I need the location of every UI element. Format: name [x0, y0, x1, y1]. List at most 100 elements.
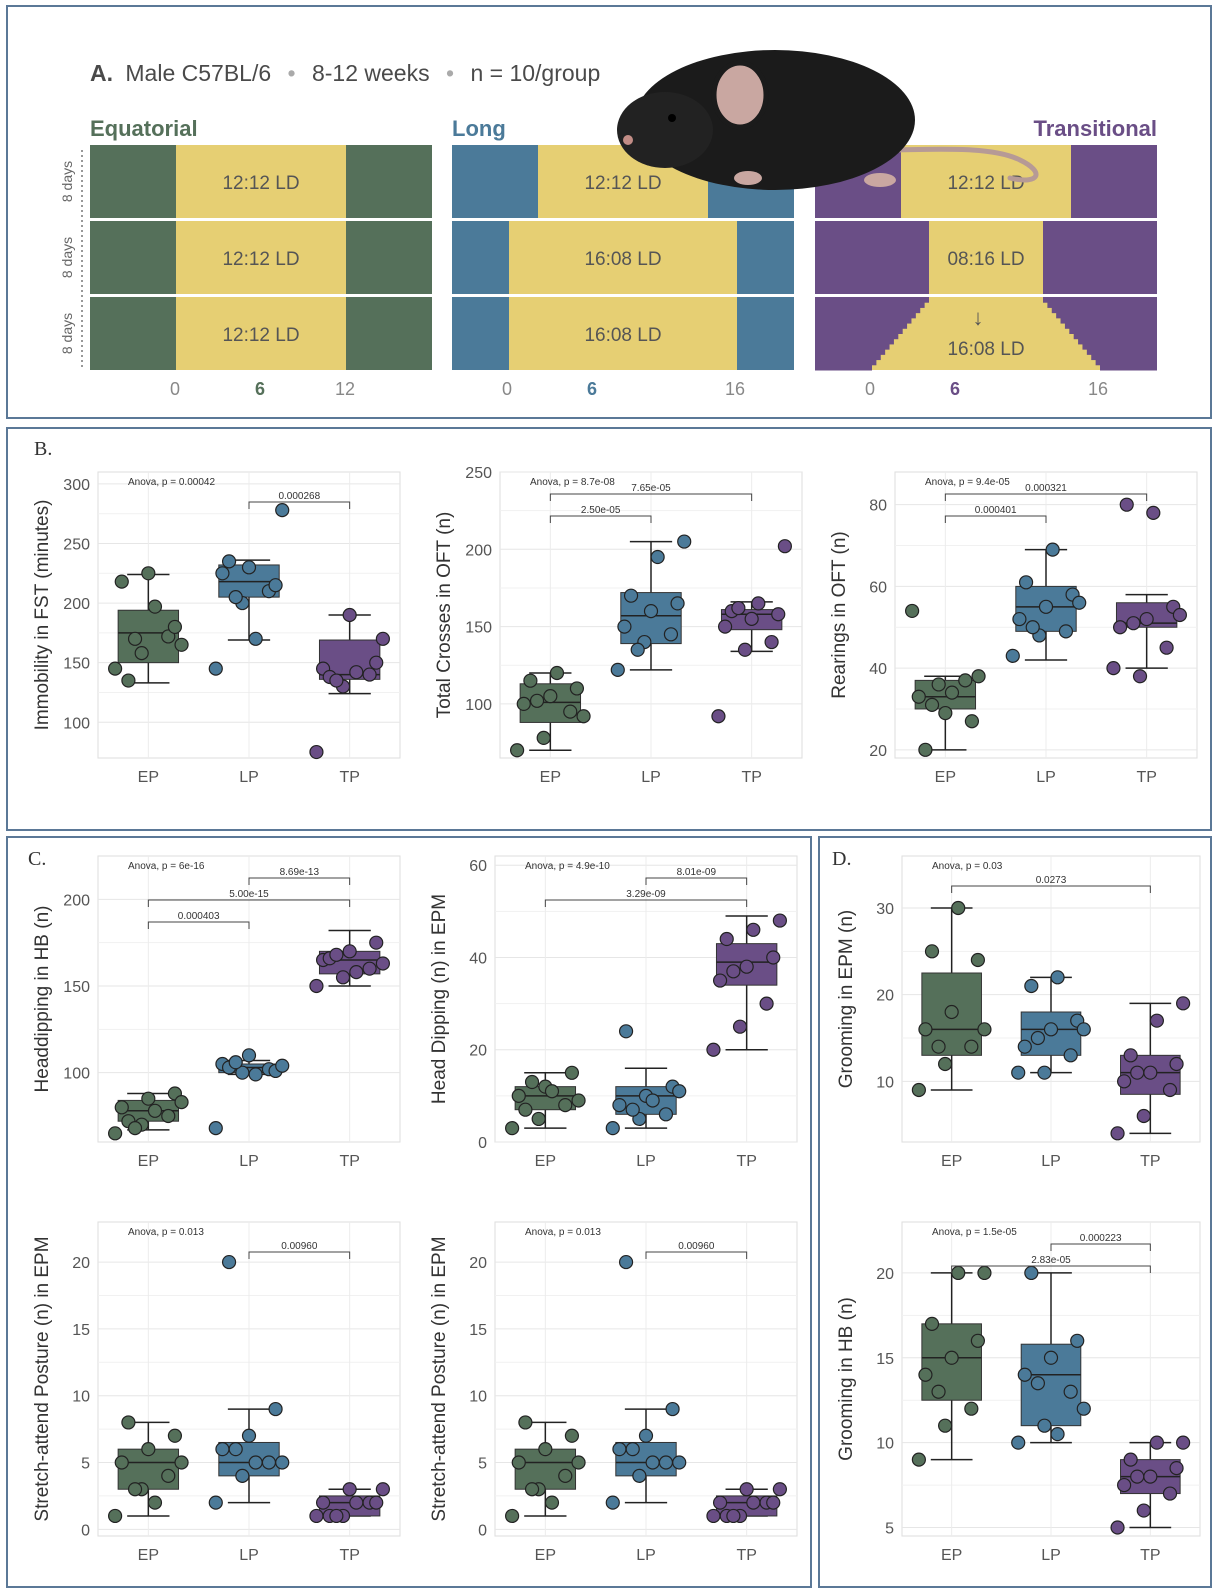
- data-point-EP: [938, 1418, 953, 1433]
- dark-step-right-8: [1078, 338, 1157, 345]
- data-point-TP: [369, 655, 384, 670]
- mouse-nose: [623, 135, 633, 145]
- data-point-LP: [1050, 1427, 1065, 1442]
- data-point-EP: [114, 1455, 129, 1470]
- y-tick-label: 40: [469, 950, 487, 967]
- significance-bracket-1: [645, 877, 748, 885]
- data-point-LP: [208, 1495, 223, 1510]
- data-point-EP: [516, 696, 531, 711]
- data-point-EP: [518, 1415, 533, 1430]
- subtitle-strain: Male C57BL/6: [125, 60, 272, 86]
- data-point-EP: [571, 1093, 586, 1108]
- p-value-label: 2.50e-05: [581, 505, 621, 516]
- dark-phase-right-EP-0: [346, 145, 432, 218]
- data-point-TP: [746, 922, 761, 937]
- ld-label-TP-2: 16:08 LD: [947, 339, 1024, 360]
- dark-step-left-5: [815, 323, 908, 329]
- data-point-TP: [737, 642, 753, 657]
- data-point-LP: [1024, 1265, 1039, 1281]
- row-label-1: 8 days: [59, 237, 75, 278]
- data-point-TP: [739, 959, 754, 974]
- significance-bracket-0: [248, 501, 351, 509]
- data-point-EP: [924, 1316, 940, 1331]
- chart-stretch-attend-2: 0 5 10 15 20 EP LP TP Stretch-attend Posture (n)…: [429, 1221, 798, 1564]
- x-tick-label: EP: [138, 1153, 159, 1170]
- data-point-LP: [221, 554, 237, 569]
- chart-rearings-oft: 20 40 60 80 EP LP TP Rearings in OFT (n) 0.00040…: [829, 471, 1198, 786]
- data-point-EP: [558, 1468, 573, 1483]
- data-point-TP: [1136, 1108, 1151, 1124]
- data-point-LP: [1037, 1418, 1052, 1433]
- y-tick-label: 40: [869, 661, 887, 678]
- data-point-TP: [1132, 669, 1148, 684]
- x-tick-label: LP: [1041, 1547, 1061, 1564]
- panel-a-subtitle: A. Male C57BL/6 • 8-12 weeks • n = 10/gr…: [90, 60, 600, 87]
- data-point-LP: [1030, 1376, 1045, 1391]
- significance-bracket-1: [1050, 1243, 1151, 1251]
- p-value-label: 2.83e-05: [1031, 1255, 1071, 1266]
- data-point-LP: [1076, 1401, 1091, 1416]
- data-point-LP: [241, 1048, 257, 1063]
- y-tick-label: 0: [478, 1522, 487, 1539]
- dark-phase-left-LP-0: [452, 145, 538, 218]
- significance-bracket-0: [944, 515, 1047, 523]
- dark-step-left-3: [815, 312, 916, 319]
- data-point-TP: [1143, 1065, 1158, 1080]
- data-point-LP: [612, 1442, 627, 1457]
- data-point-LP: [241, 560, 257, 575]
- chart-stretch-attend-1: 0 5 10 15 20 EP LP TP Stretch-attend Posture (n)…: [32, 1221, 401, 1564]
- significance-bracket-1: [549, 493, 753, 501]
- data-point-TP: [1149, 1435, 1164, 1450]
- significance-bracket-0: [951, 885, 1151, 893]
- data-point-EP: [141, 1091, 156, 1106]
- group-title-LP: Long: [452, 116, 506, 141]
- y-tick-label: 20: [469, 1043, 487, 1060]
- data-point-TP: [1123, 1452, 1138, 1467]
- data-point-TP: [1146, 505, 1161, 520]
- dark-step-left-0: [815, 297, 929, 303]
- data-point-LP: [1024, 978, 1039, 994]
- data-point-EP: [147, 599, 163, 614]
- data-point-EP: [977, 1022, 992, 1037]
- x-tick-label: TP: [339, 769, 359, 786]
- data-point-EP: [121, 673, 136, 688]
- data-point-TP: [1136, 1503, 1151, 1518]
- data-point-EP: [167, 1428, 183, 1443]
- row-separator-1: [88, 294, 1160, 297]
- ld-label-TP-0: 12:12 LD: [947, 173, 1024, 194]
- data-point-LP: [605, 1495, 620, 1510]
- dark-step-right-5: [1064, 323, 1157, 329]
- data-point-TP: [1176, 996, 1191, 1011]
- data-point-LP: [632, 1468, 647, 1483]
- data-point-LP: [215, 566, 230, 581]
- x-tick-label: TP: [1136, 769, 1156, 786]
- y-tick-label: 10: [876, 1074, 894, 1091]
- mouse-ear: [711, 60, 769, 130]
- data-point-EP: [114, 574, 129, 589]
- data-point-EP: [964, 714, 980, 729]
- panel-d-letter: D.: [832, 848, 852, 870]
- data-point-TP: [1172, 607, 1187, 623]
- axis-tick-EP-0: 0: [170, 379, 180, 399]
- x-tick-label: LP: [1041, 1153, 1061, 1170]
- y-tick-label: 20: [876, 1266, 894, 1283]
- data-point-TP: [1159, 640, 1174, 655]
- data-point-EP: [569, 681, 585, 696]
- data-point-EP: [505, 1508, 520, 1524]
- dark-step-right-12: [1095, 359, 1157, 366]
- data-point-LP: [1018, 575, 1034, 590]
- data-point-EP: [127, 1482, 143, 1497]
- data-point-LP: [1038, 599, 1054, 614]
- data-point-EP: [529, 693, 545, 708]
- data-point-LP: [1012, 611, 1027, 627]
- data-point-EP: [938, 705, 953, 721]
- data-point-TP: [1126, 616, 1141, 631]
- y-tick-label: 150: [63, 656, 90, 673]
- dark-phase-left-EP-0: [90, 145, 176, 218]
- panel-b-letter: B.: [34, 438, 53, 460]
- data-point-TP: [726, 964, 741, 979]
- data-point-LP: [617, 619, 632, 634]
- dark-step-left-6: [815, 328, 903, 334]
- mouse-head: [617, 92, 713, 168]
- data-point-TP: [712, 1495, 728, 1510]
